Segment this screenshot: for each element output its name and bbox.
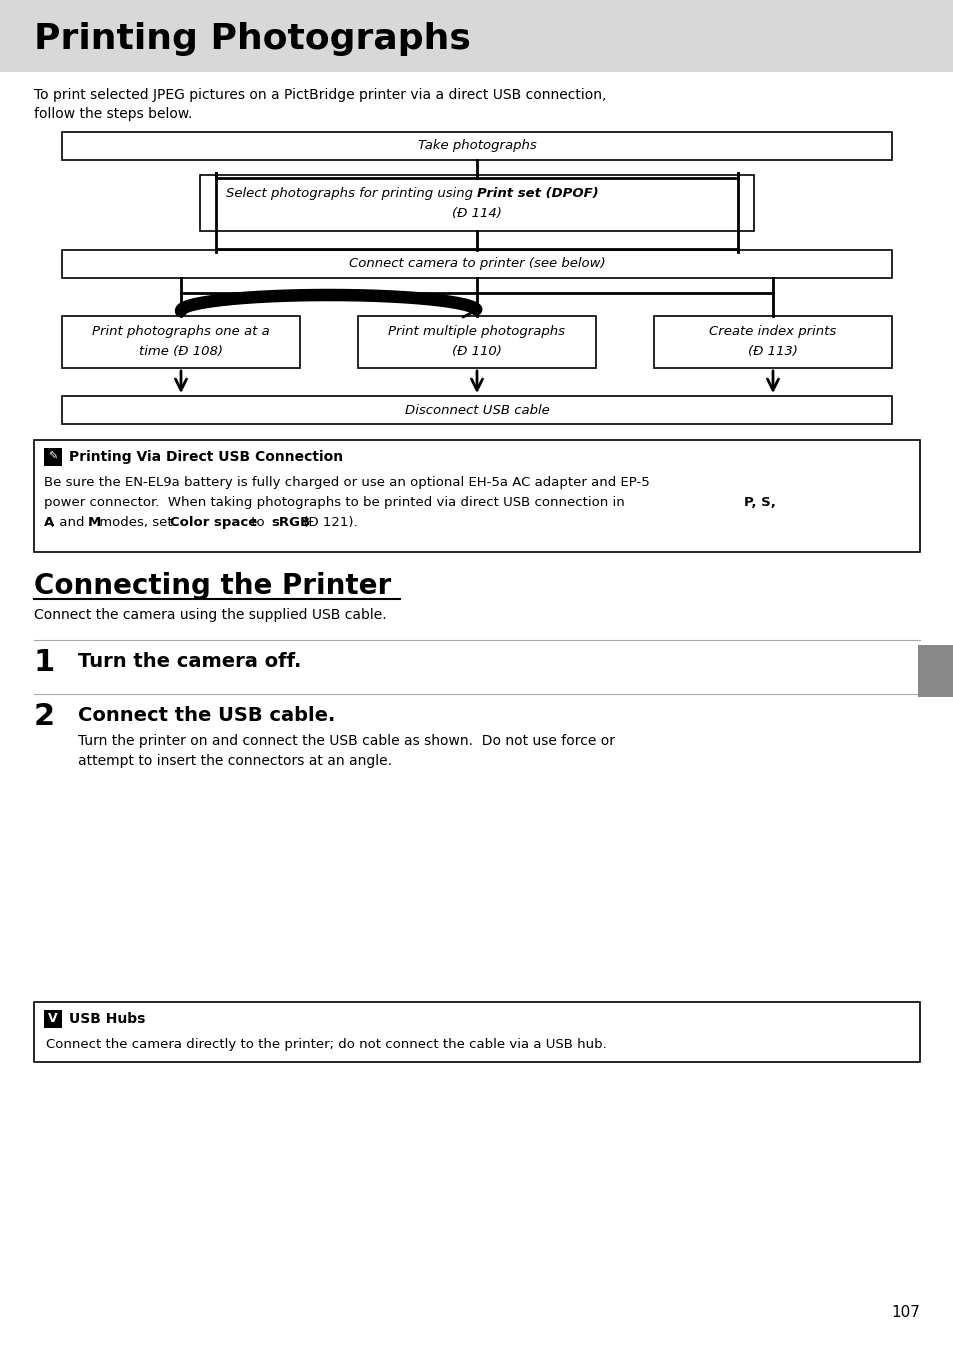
Bar (62, 132, 891, 160)
Text: , and: , and (51, 516, 89, 529)
Bar (0, 0, 953, 72)
Bar (34, 439, 919, 552)
Text: Connect the camera directly to the printer; do not connect the cable via a USB h: Connect the camera directly to the print… (46, 1038, 606, 1051)
Text: Create index prints: Create index prints (709, 326, 836, 338)
Bar (44, 1010, 62, 1028)
Text: attempt to insert the connectors at an angle.: attempt to insert the connectors at an a… (78, 754, 392, 768)
Text: Be sure the EN-EL9a battery is fully charged or use an optional EH-5a AC adapter: Be sure the EN-EL9a battery is fully cha… (44, 476, 649, 489)
Bar (654, 316, 891, 368)
Text: 1: 1 (34, 648, 55, 677)
Text: (Ð 110): (Ð 110) (452, 346, 501, 358)
Text: Printing Photographs: Printing Photographs (34, 22, 471, 55)
Text: power connector.  When taking photographs to be printed via direct USB connectio: power connector. When taking photographs… (44, 496, 628, 508)
Text: Turn the printer on and connect the USB cable as shown.  Do not use force or: Turn the printer on and connect the USB … (78, 734, 615, 748)
Text: sRGB: sRGB (271, 516, 310, 529)
Bar (357, 316, 596, 368)
Bar (44, 448, 62, 466)
Bar (917, 645, 953, 698)
Text: Printing Via Direct USB Connection: Printing Via Direct USB Connection (69, 450, 343, 464)
Text: M: M (88, 516, 101, 529)
Text: A: A (44, 516, 54, 529)
Text: time (Ð 108): time (Ð 108) (139, 346, 223, 358)
Bar (34, 1002, 919, 1063)
Text: (Ð 114): (Ð 114) (452, 207, 501, 219)
Text: to: to (246, 516, 268, 529)
Text: Color space: Color space (170, 516, 256, 529)
Text: Take photographs: Take photographs (417, 139, 536, 153)
Text: V: V (49, 1013, 58, 1026)
Text: Print photographs one at a: Print photographs one at a (92, 326, 270, 338)
Text: (Ð 113): (Ð 113) (747, 346, 797, 358)
Bar (200, 174, 753, 231)
Text: 2: 2 (34, 702, 55, 731)
Text: USB Hubs: USB Hubs (69, 1013, 145, 1026)
Bar (62, 250, 891, 279)
Text: modes, set: modes, set (95, 516, 177, 529)
Text: Connecting the Printer: Connecting the Printer (34, 572, 391, 600)
Text: Connect the USB cable.: Connect the USB cable. (78, 706, 335, 725)
Bar (62, 396, 891, 425)
Bar (62, 316, 299, 368)
Bar (150, 781, 800, 982)
Text: (Ð 121).: (Ð 121). (299, 516, 357, 529)
Text: 107: 107 (890, 1305, 919, 1320)
Text: Select photographs for printing using: Select photographs for printing using (226, 187, 476, 200)
Text: follow the steps below.: follow the steps below. (34, 107, 193, 120)
Text: P, S,: P, S, (743, 496, 775, 508)
Text: Connect the camera using the supplied USB cable.: Connect the camera using the supplied US… (34, 608, 386, 622)
Text: Turn the camera off.: Turn the camera off. (78, 652, 301, 671)
Text: To print selected JPEG pictures on a PictBridge printer via a direct USB connect: To print selected JPEG pictures on a Pic… (34, 88, 606, 101)
Text: Print multiple photographs: Print multiple photographs (388, 326, 565, 338)
Text: ✎: ✎ (49, 452, 57, 462)
Text: Connect camera to printer (see below): Connect camera to printer (see below) (349, 257, 604, 270)
Text: Print set (DPOF): Print set (DPOF) (476, 187, 598, 200)
Text: Disconnect USB cable: Disconnect USB cable (404, 403, 549, 416)
